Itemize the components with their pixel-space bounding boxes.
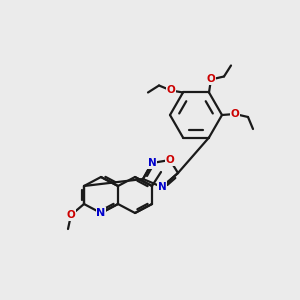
Text: O: O (166, 155, 174, 165)
Text: O: O (231, 109, 239, 119)
Text: N: N (158, 182, 166, 192)
Text: O: O (207, 74, 215, 85)
Text: O: O (67, 210, 75, 220)
Text: N: N (96, 208, 106, 218)
Text: O: O (167, 85, 176, 95)
Text: N: N (148, 158, 156, 168)
